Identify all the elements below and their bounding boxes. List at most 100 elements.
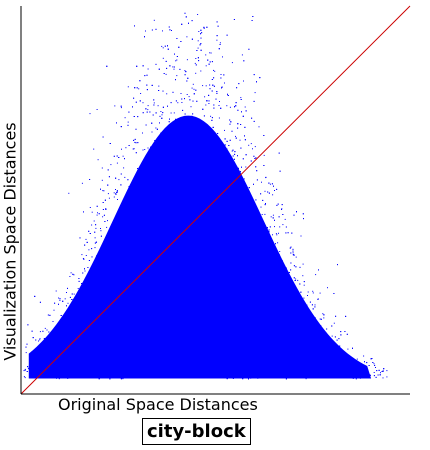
data-point bbox=[295, 341, 297, 343]
data-point bbox=[197, 40, 199, 42]
data-point bbox=[123, 229, 125, 231]
data-point bbox=[331, 367, 333, 369]
data-point bbox=[253, 294, 255, 296]
data-point bbox=[163, 73, 165, 74]
data-point bbox=[241, 54, 243, 56]
data-point bbox=[124, 364, 126, 366]
data-point bbox=[315, 274, 317, 276]
data-point bbox=[170, 375, 172, 376]
data-point bbox=[229, 123, 231, 125]
data-point bbox=[163, 372, 165, 374]
data-point bbox=[278, 232, 279, 234]
data-point bbox=[123, 240, 125, 242]
data-point bbox=[103, 350, 105, 352]
data-point bbox=[209, 319, 211, 321]
data-point bbox=[173, 340, 175, 342]
data-point bbox=[268, 230, 270, 232]
data-point bbox=[302, 213, 304, 215]
data-point bbox=[98, 366, 100, 368]
data-point bbox=[128, 111, 130, 113]
data-point bbox=[203, 115, 205, 117]
data-point bbox=[88, 230, 90, 232]
data-point bbox=[117, 255, 119, 257]
data-point bbox=[164, 299, 166, 301]
data-point bbox=[47, 374, 49, 376]
data-point bbox=[69, 314, 71, 316]
data-point bbox=[164, 281, 166, 282]
data-point bbox=[228, 145, 230, 146]
data-point bbox=[46, 375, 48, 376]
data-point bbox=[26, 343, 28, 345]
data-point bbox=[215, 332, 217, 334]
data-point bbox=[133, 190, 135, 191]
data-point bbox=[187, 329, 189, 331]
data-point bbox=[124, 176, 126, 178]
data-point bbox=[122, 354, 124, 356]
data-point bbox=[178, 309, 180, 311]
data-point bbox=[231, 158, 232, 160]
data-point bbox=[59, 348, 61, 350]
data-point bbox=[264, 310, 266, 312]
data-point bbox=[159, 206, 161, 208]
data-point bbox=[239, 203, 240, 205]
data-point bbox=[232, 230, 234, 232]
data-point bbox=[127, 86, 129, 88]
data-point bbox=[23, 370, 25, 372]
data-point bbox=[248, 144, 250, 146]
data-point bbox=[154, 352, 156, 354]
data-point bbox=[186, 161, 188, 163]
data-point bbox=[91, 315, 93, 317]
data-point bbox=[215, 151, 217, 153]
data-point bbox=[141, 330, 143, 332]
data-point bbox=[180, 283, 182, 285]
data-point bbox=[217, 336, 219, 338]
data-point bbox=[199, 277, 201, 279]
data-point bbox=[338, 345, 340, 347]
data-point bbox=[106, 281, 108, 283]
data-point bbox=[59, 322, 61, 323]
data-point bbox=[254, 357, 256, 359]
data-point bbox=[154, 236, 156, 238]
data-point bbox=[90, 328, 92, 330]
data-point bbox=[187, 344, 189, 346]
data-point bbox=[301, 348, 303, 350]
data-point bbox=[149, 349, 151, 351]
data-point bbox=[141, 205, 143, 207]
data-point bbox=[76, 359, 78, 361]
data-point bbox=[325, 371, 327, 373]
data-point bbox=[177, 247, 179, 249]
data-point bbox=[148, 224, 150, 226]
data-point bbox=[27, 324, 29, 326]
data-point bbox=[310, 345, 312, 347]
data-point bbox=[96, 255, 98, 257]
data-point bbox=[259, 243, 260, 245]
data-point bbox=[250, 143, 252, 145]
data-point bbox=[138, 305, 140, 307]
data-point bbox=[116, 359, 118, 361]
data-point bbox=[254, 346, 256, 348]
data-point bbox=[148, 295, 150, 297]
data-point bbox=[153, 219, 155, 220]
data-point bbox=[236, 310, 238, 312]
data-point bbox=[221, 237, 223, 239]
data-point bbox=[306, 304, 308, 306]
data-point bbox=[162, 47, 164, 49]
data-point bbox=[203, 281, 205, 283]
data-point bbox=[137, 274, 139, 276]
data-point bbox=[164, 308, 166, 310]
data-point bbox=[184, 264, 186, 266]
data-point bbox=[282, 224, 284, 226]
data-point bbox=[236, 361, 238, 363]
data-point bbox=[116, 191, 118, 193]
data-point bbox=[232, 357, 234, 359]
data-point bbox=[202, 85, 204, 87]
data-point bbox=[170, 112, 172, 114]
data-point bbox=[208, 313, 210, 315]
data-point bbox=[166, 202, 168, 204]
data-point bbox=[91, 256, 93, 258]
data-point bbox=[217, 242, 219, 244]
data-point bbox=[133, 339, 135, 341]
data-point bbox=[218, 265, 220, 267]
data-point bbox=[142, 149, 144, 151]
data-point bbox=[191, 259, 193, 261]
